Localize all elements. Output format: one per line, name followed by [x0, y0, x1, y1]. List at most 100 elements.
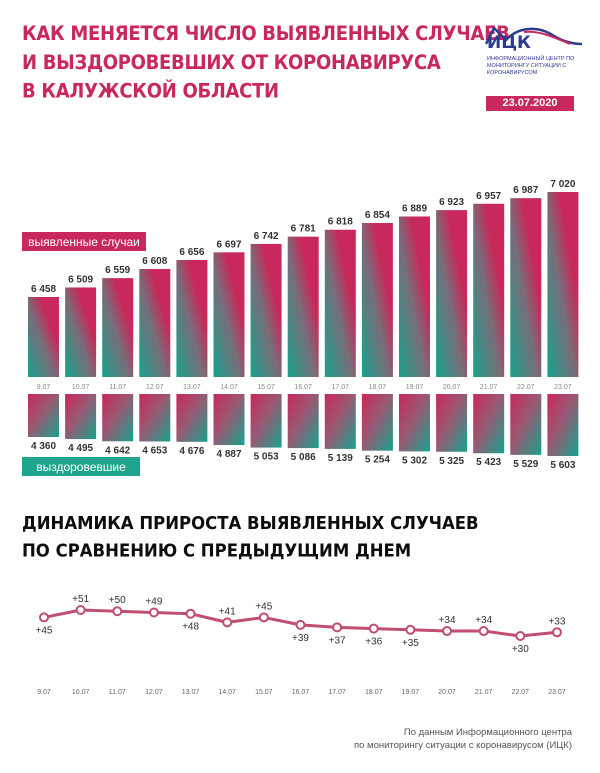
bar-recovered: [176, 394, 208, 442]
bar-identified: [547, 192, 579, 377]
growth-x-tick-label: 16.07: [292, 689, 310, 696]
bar-identified-label: 6 559: [105, 265, 130, 276]
bar-recovered-label: 5 086: [291, 452, 316, 463]
logo-mountain-icon: [484, 25, 583, 46]
growth-value-label: +45: [255, 601, 272, 612]
title-line-2: И ВЫЗДОРОВЕВШИХ ОТ КОРОНАВИРУСА: [22, 51, 441, 75]
growth-x-tick-label: 18.07: [365, 689, 383, 696]
bar-identified: [28, 297, 59, 377]
bar-identified-label: 6 458: [31, 284, 56, 295]
bar-x-tick-label: 15.07: [257, 384, 275, 391]
growth-point: [478, 626, 489, 637]
bar-recovered: [102, 394, 134, 442]
growth-point: [405, 624, 416, 635]
bar-identified-label: 6 742: [254, 231, 279, 242]
bar-recovered: [361, 394, 393, 451]
bar-identified: [287, 236, 319, 377]
growth-chart-title: ДИНАМИКА ПРИРОСТА ВЫЯВЛЕННЫХ СЛУЧАЕВ ПО …: [22, 510, 479, 565]
growth-value-label: +41: [219, 606, 236, 617]
page-title: КАК МЕНЯЕТСЯ ЧИСЛО ВЫЯВЛЕННЫХ СЛУЧАЕВ И …: [22, 20, 510, 106]
bar-identified: [65, 287, 97, 377]
legend-recovered-label: выздоровевшие: [36, 460, 126, 474]
growth-point: [368, 623, 379, 634]
growth-value-label: +49: [145, 596, 162, 607]
growth-x-tick-label: 23.07: [548, 689, 566, 696]
growth-point: [148, 607, 159, 618]
growth-x-tick-label: 11.07: [109, 689, 126, 696]
growth-value-label: +30: [512, 644, 529, 655]
line-chart: +45 +51 +50 +49 +48 +41 +45 +39 +37 +36 +35 +34 +34 +…: [36, 594, 566, 696]
bar-recovered-label: 4 676: [179, 446, 204, 457]
bar-identified-label: 6 608: [142, 256, 167, 267]
footnote-line-1: По данным Информационного центра: [403, 727, 572, 738]
growth-value-label: +35: [402, 638, 419, 649]
growth-x-tick-label: 9.07: [37, 689, 51, 696]
logo-name: ИЦК: [487, 33, 531, 53]
growth-point: [39, 612, 49, 623]
bar-recovered: [250, 394, 282, 448]
growth-x-tick-label: 14.07: [218, 689, 236, 696]
bar-identified-label: 6 923: [439, 197, 464, 208]
growth-x-tick-label: 10.07: [72, 689, 90, 696]
bar-x-tick-label: 19.07: [406, 384, 424, 391]
bar-identified-label: 7 020: [550, 179, 575, 190]
bar-identified: [510, 198, 542, 377]
legend-recovered-badge: [22, 457, 140, 476]
bar-recovered-label: 4 887: [216, 449, 241, 460]
legend-identified-label: выявленные случаи: [28, 235, 140, 249]
growth-value-label: +48: [182, 622, 199, 633]
bar-recovered: [287, 394, 319, 449]
title-line-1: КАК МЕНЯЕТСЯ ЧИСЛО ВЫЯВЛЕННЫХ СЛУЧАЕВ: [22, 23, 510, 46]
growth-x-tick-label: 15.07: [255, 689, 273, 696]
bar-x-tick-label: 10.07: [72, 384, 90, 391]
growth-point: [112, 606, 123, 617]
growth-x-tick-label: 13.07: [182, 689, 200, 696]
growth-x-tick-label: 17.07: [328, 689, 346, 696]
growth-x-tick-label: 19.07: [402, 689, 420, 696]
bar-recovered-label: 4 360: [31, 441, 56, 452]
growth-title-line-1: ДИНАМИКА ПРИРОСТА ВЫЯВЛЕННЫХ СЛУЧАЕВ: [22, 513, 479, 534]
bar-recovered-label: 4 642: [105, 445, 130, 456]
growth-x-tick-label: 12.07: [145, 689, 163, 696]
growth-value-label: +50: [109, 595, 126, 606]
growth-value-label: +37: [329, 635, 346, 646]
bar-identified: [213, 252, 245, 377]
bar-x-tick-label: 13.07: [183, 384, 201, 391]
bar-recovered-label: 4 653: [142, 445, 167, 456]
bar-x-tick-label: 14.07: [220, 384, 238, 391]
bar-identified-label: 6 854: [365, 210, 390, 221]
growth-point: [75, 605, 86, 615]
bar-recovered-label: 5 302: [402, 455, 427, 466]
growth-value-label: +51: [72, 594, 89, 605]
growth-value-label: +33: [548, 616, 565, 627]
bar-identified-label: 6 957: [476, 191, 501, 202]
bar-x-tick-label: 17.07: [332, 384, 350, 391]
bar-recovered-label: 4 495: [68, 443, 93, 454]
bar-x-tick-label: 20.07: [443, 384, 461, 391]
growth-point: [185, 608, 196, 619]
bar-recovered: [473, 394, 505, 454]
bar-identified: [250, 243, 282, 377]
growth-point: [551, 627, 562, 638]
bar-recovered: [399, 394, 430, 452]
growth-point: [258, 612, 269, 623]
bar-identified: [473, 203, 505, 377]
bar-identified-label: 6 509: [68, 274, 93, 285]
footnote-line-2: по мониторингу ситуации с коронавирусом …: [353, 740, 572, 751]
growth-value-label: +45: [36, 625, 53, 636]
growth-point: [295, 619, 306, 630]
bar-identified-label: 6 818: [328, 217, 353, 228]
bar-identified-label: 6 697: [216, 239, 241, 250]
growth-value-label: +34: [439, 615, 456, 626]
bar-x-tick-label: 12.07: [146, 384, 164, 391]
bar-recovered: [436, 394, 468, 452]
bar-recovered-label: 5 254: [365, 455, 390, 466]
bar-recovered: [65, 394, 97, 440]
logo-subtitle: ИНФОРМАЦИОННЫЙ ЦЕНТР ПО МОНИТОРИНГУ СИТУ…: [487, 56, 575, 76]
bar-identified-label: 6 889: [402, 203, 427, 214]
growth-value-label: +39: [292, 633, 309, 644]
bar-recovered-label: 5 139: [328, 453, 353, 464]
bar-identified: [436, 210, 468, 377]
bar-recovered: [28, 394, 59, 437]
bar-recovered: [213, 394, 245, 446]
